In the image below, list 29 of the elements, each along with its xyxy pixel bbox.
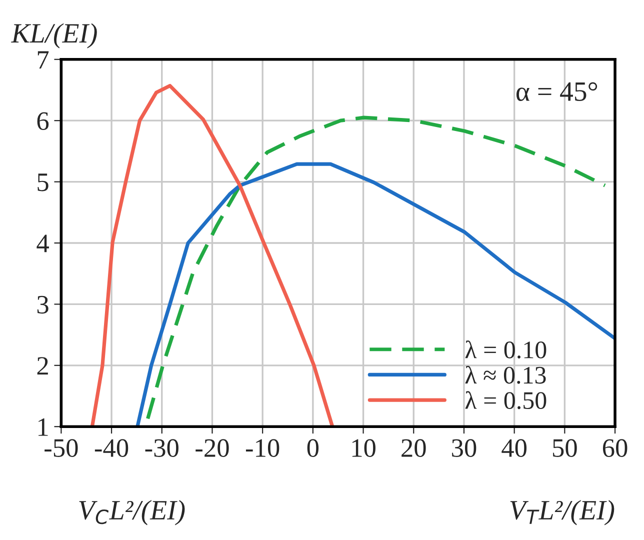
x-tick-label: 0 (307, 439, 319, 457)
y-tick-label: 4 (36, 234, 49, 252)
annotation: α = 45° (516, 82, 598, 101)
legend-label: λ = 0.50 (465, 391, 546, 410)
x-tick-label: 60 (602, 439, 628, 457)
y-tick-label: 7 (38, 51, 49, 69)
y-tick-label: 5 (38, 174, 48, 192)
x-tick-label: -40 (94, 439, 128, 457)
x-tick-label: 50 (553, 439, 577, 457)
x-tick-label: 20 (402, 439, 426, 457)
x-tick-label: -20 (196, 439, 229, 457)
line-series (136, 162, 616, 427)
x-tick-label: 40 (502, 439, 527, 457)
legend-label: λ = 0.10 (465, 340, 546, 358)
x-tick-label: -50 (44, 439, 78, 457)
x-tick-label: 30 (452, 439, 476, 457)
x-tick-label: -10 (246, 439, 280, 457)
y-axis-title: KL/(EI) (11, 23, 97, 48)
x-axis-title: V$_{C}$L²/(EI) (79, 500, 185, 526)
line-series (146, 116, 607, 420)
line-series (90, 84, 334, 427)
y-tick-label: 2 (37, 357, 48, 375)
legend-label: λ ≈ 0.13 (465, 366, 546, 384)
x-tick-label: 10 (352, 439, 376, 457)
y-tick-label: 3 (37, 296, 48, 314)
y-tick-label: 1 (38, 418, 48, 436)
text: V$_{T}$L²/(EI) (510, 500, 614, 526)
y-tick-label: 6 (37, 112, 49, 130)
x-tick-label: -30 (145, 439, 178, 457)
